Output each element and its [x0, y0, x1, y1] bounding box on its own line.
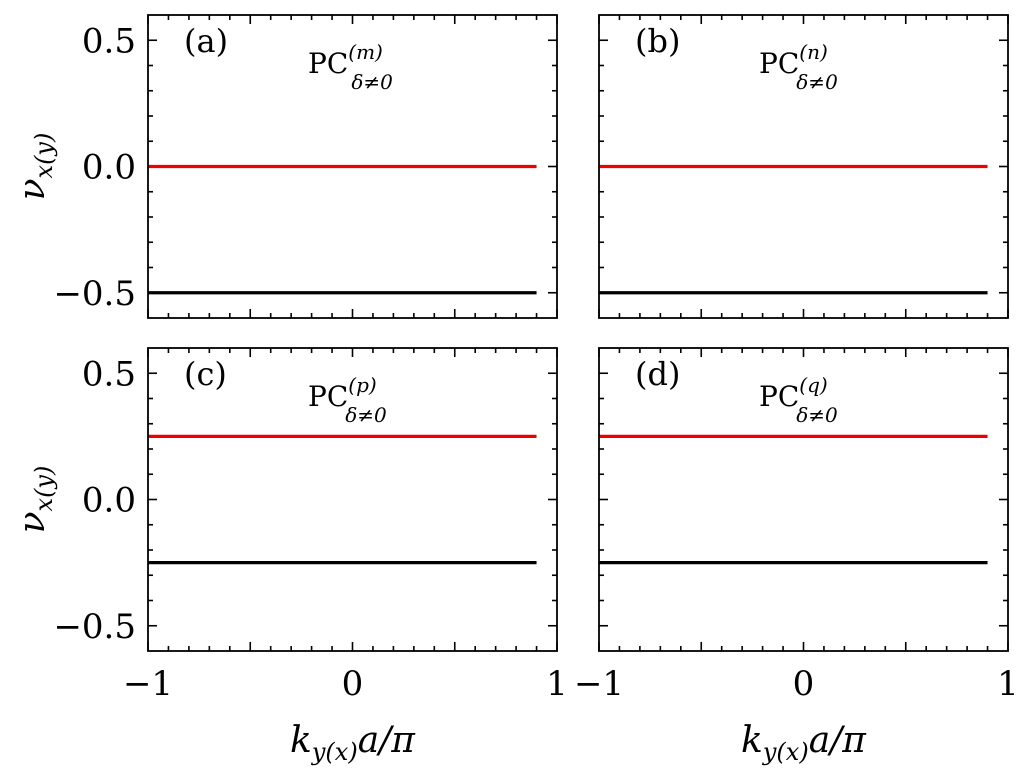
x-tick-label: 0: [793, 664, 815, 704]
y-tick-label: −0.5: [53, 274, 136, 314]
panel-c: 0.5 0.0 −0.5 −1 0 1 (c) PC(p) δ≠0 νx(y) ky(x)a/π: [12, 347, 568, 766]
y-axis-label: νx(y): [12, 466, 58, 534]
panel-label-a: (a): [184, 22, 228, 60]
x-tick-label: 0: [342, 664, 364, 704]
axes-frame-c: [147, 347, 558, 652]
x-tick-label: −1: [123, 664, 173, 704]
annotation-d: PC(q) δ≠0: [759, 373, 838, 427]
x-tick-label: 1: [997, 664, 1019, 704]
panel-a: 0.5 0.0 −0.5 (a) PC(m) δ≠0 νx(y): [12, 14, 558, 319]
y-tick-label: 0.0: [82, 481, 136, 521]
x-axis-label: ky(x)a/π: [290, 720, 416, 766]
panel-b: (b) PC(n) δ≠0: [598, 14, 1009, 319]
y-tick-label: −0.5: [53, 607, 136, 647]
y-tick-label: 0.5: [82, 354, 136, 394]
y-tick-label: 0.5: [82, 21, 136, 61]
panel-label-b: (b): [635, 22, 680, 60]
y-tick-label: 0.0: [82, 148, 136, 188]
annotation-c: PC(p) δ≠0: [308, 373, 387, 427]
annotation-b: PC(n) δ≠0: [759, 40, 838, 94]
x-axis-label: ky(x)a/π: [741, 720, 867, 766]
x-tick-label: 1: [546, 664, 568, 704]
panel-label-d: (d): [635, 355, 680, 393]
x-tick-label: −1: [574, 664, 624, 704]
axes-frame-d: [598, 347, 1009, 652]
panel-d: −1 0 1 (d) PC(q) δ≠0 ky(x)a/π: [574, 347, 1019, 766]
axes-frame-b: [598, 14, 1009, 319]
axes-frame-a: [147, 14, 558, 319]
y-axis-label: νx(y): [12, 133, 58, 201]
annotation-a: PC(m) δ≠0: [308, 40, 393, 94]
panel-label-c: (c): [184, 355, 227, 393]
